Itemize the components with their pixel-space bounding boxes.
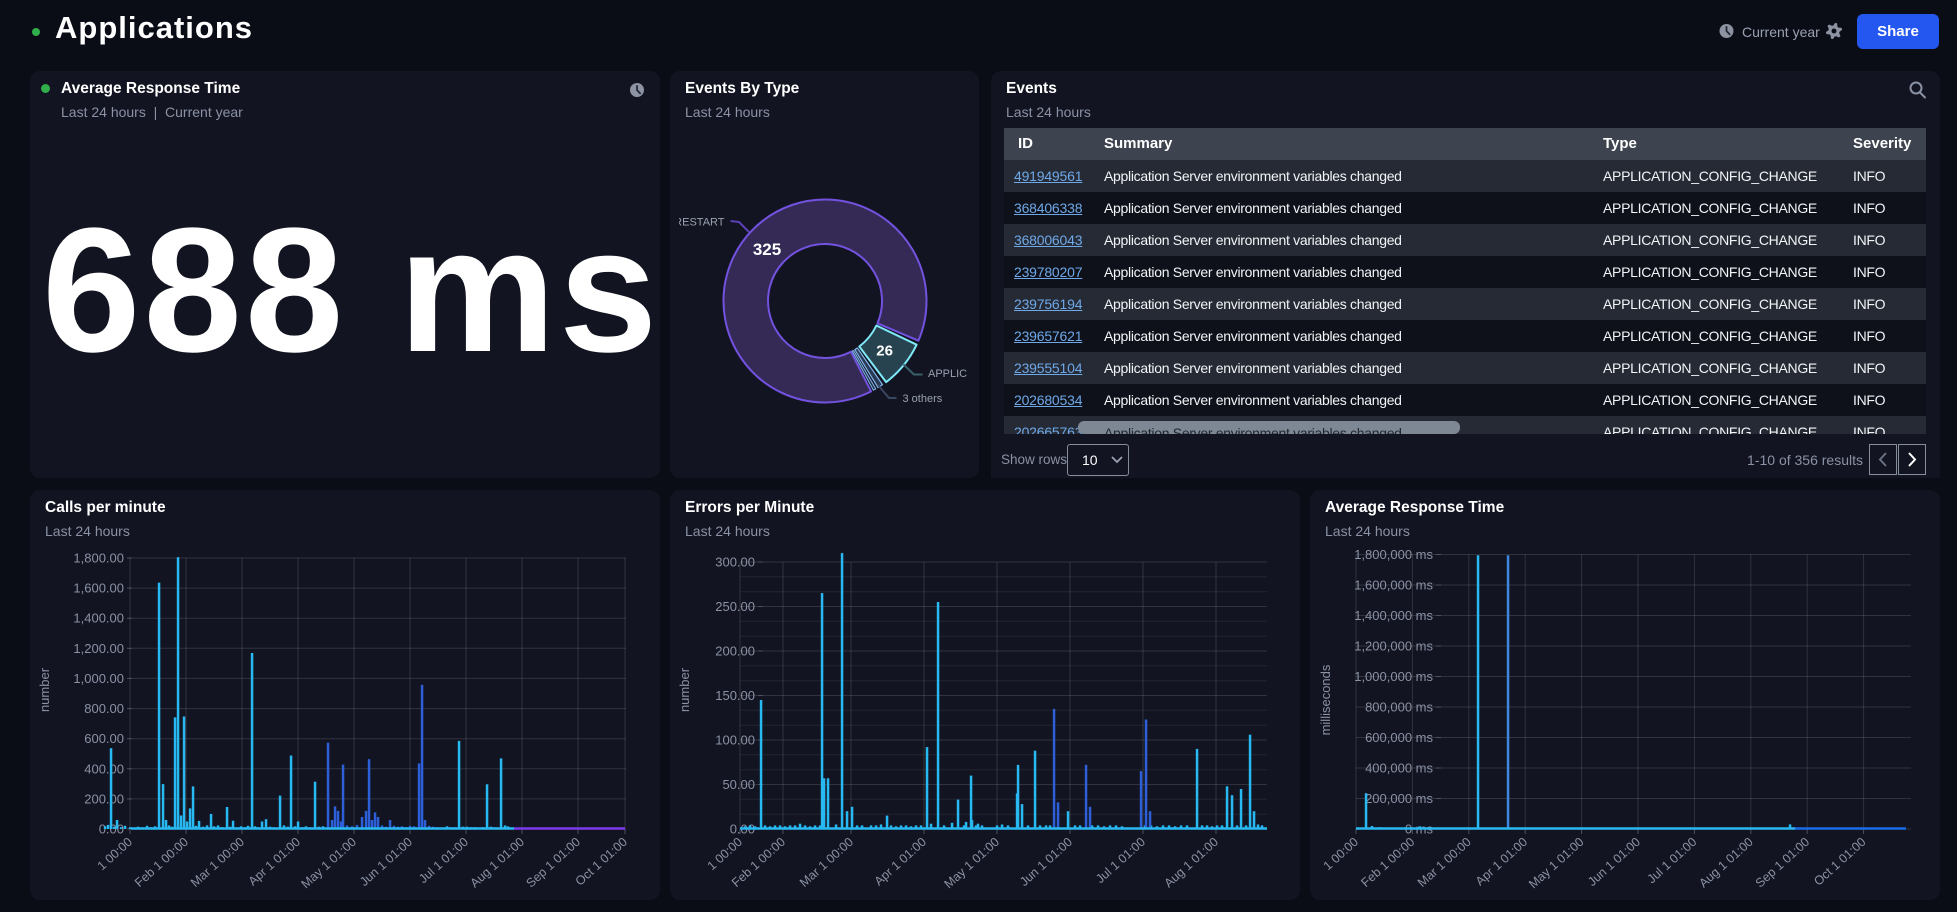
svg-text:Jun 1 01:00: Jun 1 01:00 bbox=[357, 835, 415, 889]
svg-text:200.00: 200.00 bbox=[84, 791, 124, 806]
svg-text:1,000.00: 1,000.00 bbox=[73, 671, 124, 686]
svg-text:Jul 1 01:00: Jul 1 01:00 bbox=[416, 835, 471, 886]
svg-text:600,000 ms: 600,000 ms bbox=[1365, 730, 1433, 745]
svg-text:1,800,000 ms: 1,800,000 ms bbox=[1354, 547, 1433, 562]
svg-text:Sep 1 01:00: Sep 1 01:00 bbox=[524, 835, 584, 891]
svg-text:May 1 01:00: May 1 01:00 bbox=[942, 835, 1003, 891]
svg-text:Oct 1 01:00: Oct 1 01:00 bbox=[573, 835, 630, 889]
svg-text:Apr 1 01:00: Apr 1 01:00 bbox=[872, 835, 929, 889]
svg-text:800,000 ms: 800,000 ms bbox=[1365, 700, 1433, 715]
svg-text:1,200,000 ms: 1,200,000 ms bbox=[1354, 639, 1433, 654]
svg-text:number: number bbox=[677, 667, 692, 712]
svg-text:1,600.00: 1,600.00 bbox=[73, 581, 124, 596]
svg-text:1,800.00: 1,800.00 bbox=[73, 551, 124, 566]
svg-text:Sep 1 01:00: Sep 1 01:00 bbox=[1753, 835, 1813, 891]
svg-text:Oct 1 01:00: Oct 1 01:00 bbox=[1811, 835, 1868, 889]
svg-text:1 00:00: 1 00:00 bbox=[95, 835, 135, 873]
svg-text:800.00: 800.00 bbox=[84, 701, 124, 716]
svg-text:1,200.00: 1,200.00 bbox=[73, 641, 124, 656]
svg-text:1,400.00: 1,400.00 bbox=[73, 611, 124, 626]
svg-text:Jul 1 01:00: Jul 1 01:00 bbox=[1093, 835, 1148, 886]
svg-text:Aug 1 01:00: Aug 1 01:00 bbox=[468, 835, 528, 891]
svg-text:May 1 01:00: May 1 01:00 bbox=[1526, 835, 1587, 891]
svg-text:150.00: 150.00 bbox=[715, 688, 755, 703]
svg-text:Aug 1 01:00: Aug 1 01:00 bbox=[1162, 835, 1222, 891]
svg-text:250.00: 250.00 bbox=[715, 599, 755, 614]
svg-text:400.00: 400.00 bbox=[84, 761, 124, 776]
svg-text:Apr 1 01:00: Apr 1 01:00 bbox=[1473, 835, 1530, 889]
svg-text:Jun 1 01:00: Jun 1 01:00 bbox=[1017, 835, 1075, 889]
svg-text:300.00: 300.00 bbox=[715, 555, 755, 570]
svg-text:600.00: 600.00 bbox=[84, 731, 124, 746]
svg-text:RESTART: RESTART bbox=[674, 217, 725, 229]
svg-text:Feb 1 00:00: Feb 1 00:00 bbox=[1358, 835, 1417, 890]
svg-text:1 00:00: 1 00:00 bbox=[1321, 835, 1361, 873]
svg-text:400,000 ms: 400,000 ms bbox=[1365, 761, 1433, 776]
svg-text:100.00: 100.00 bbox=[715, 733, 755, 748]
svg-text:325: 325 bbox=[753, 240, 781, 259]
svg-text:Jun 1 01:00: Jun 1 01:00 bbox=[1585, 835, 1643, 889]
svg-text:Jul 1 01:00: Jul 1 01:00 bbox=[1645, 835, 1700, 886]
svg-text:APPLIC: APPLIC bbox=[928, 368, 967, 380]
svg-text:Aug 1 01:00: Aug 1 01:00 bbox=[1696, 835, 1756, 891]
svg-text:1,000,000 ms: 1,000,000 ms bbox=[1354, 669, 1433, 684]
svg-text:Apr 1 01:00: Apr 1 01:00 bbox=[246, 835, 303, 889]
svg-text:Feb 1 00:00: Feb 1 00:00 bbox=[132, 835, 191, 890]
svg-text:1,600,000 ms: 1,600,000 ms bbox=[1354, 578, 1433, 593]
svg-text:Mar 1 00:00: Mar 1 00:00 bbox=[797, 835, 856, 890]
svg-text:200.00: 200.00 bbox=[715, 644, 755, 659]
svg-text:milliseconds: milliseconds bbox=[1318, 664, 1333, 735]
svg-text:50.00: 50.00 bbox=[722, 777, 755, 792]
svg-text:1 00:00: 1 00:00 bbox=[705, 835, 745, 873]
svg-text:May 1 01:00: May 1 01:00 bbox=[299, 835, 360, 891]
svg-text:3 others: 3 others bbox=[903, 393, 943, 405]
svg-text:200,000 ms: 200,000 ms bbox=[1365, 791, 1433, 806]
svg-text:number: number bbox=[37, 667, 52, 712]
svg-text:Mar 1 00:00: Mar 1 00:00 bbox=[1415, 835, 1474, 890]
svg-text:Mar 1 00:00: Mar 1 00:00 bbox=[188, 835, 247, 890]
svg-text:26: 26 bbox=[876, 343, 893, 360]
svg-text:1,400,000 ms: 1,400,000 ms bbox=[1354, 608, 1433, 623]
